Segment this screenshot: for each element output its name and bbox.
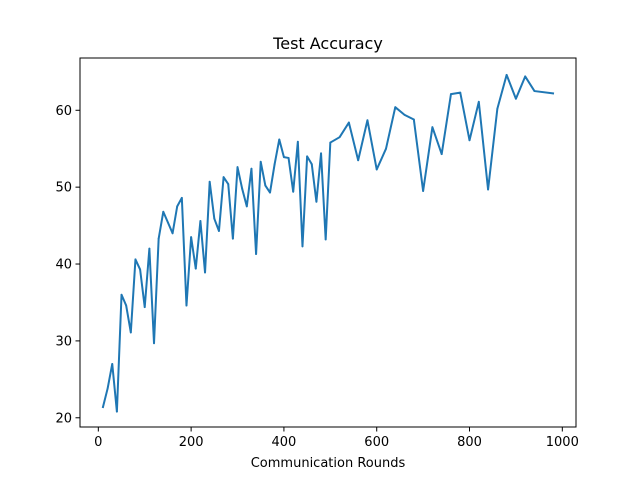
data-point bbox=[176, 205, 179, 208]
data-point bbox=[496, 107, 499, 110]
chart-title: Test Accuracy bbox=[272, 34, 383, 53]
data-point bbox=[524, 75, 527, 78]
x-tick-label: 1000 bbox=[546, 435, 579, 450]
data-point bbox=[213, 217, 216, 220]
data-point bbox=[185, 304, 188, 307]
data-point bbox=[102, 406, 104, 408]
data-point bbox=[505, 74, 508, 76]
data-point bbox=[106, 387, 109, 390]
y-tick-label: 60 bbox=[55, 104, 72, 119]
data-point bbox=[208, 180, 211, 183]
data-point bbox=[315, 200, 318, 203]
data-point bbox=[222, 176, 225, 179]
data-point bbox=[218, 230, 220, 232]
data-point bbox=[440, 153, 443, 155]
data-point bbox=[310, 163, 313, 165]
y-tick-label: 50 bbox=[55, 181, 72, 196]
data-point bbox=[171, 232, 174, 235]
data-point bbox=[273, 163, 276, 165]
y-tick-label: 30 bbox=[55, 334, 72, 349]
data-point bbox=[292, 190, 295, 193]
data-point bbox=[269, 191, 271, 194]
data-point bbox=[190, 236, 193, 239]
y-tick-label: 40 bbox=[55, 258, 72, 273]
data-point bbox=[296, 140, 299, 143]
data-point bbox=[180, 197, 183, 199]
data-point bbox=[431, 126, 434, 129]
data-point bbox=[264, 184, 267, 187]
series-layer bbox=[101, 73, 555, 413]
data-point bbox=[306, 155, 309, 158]
data-point bbox=[250, 167, 253, 170]
data-point bbox=[301, 245, 304, 248]
x-tick-label: 200 bbox=[179, 435, 204, 450]
data-point bbox=[347, 121, 350, 124]
data-point bbox=[278, 138, 281, 141]
data-point bbox=[515, 97, 517, 100]
data-point bbox=[157, 237, 160, 240]
x-axis-label: Communication Rounds bbox=[251, 456, 406, 471]
data-point bbox=[468, 139, 471, 142]
data-point bbox=[125, 304, 128, 307]
data-point bbox=[375, 168, 378, 171]
data-point bbox=[329, 141, 332, 144]
data-point bbox=[255, 253, 257, 255]
data-point bbox=[194, 267, 197, 270]
data-point bbox=[533, 90, 536, 92]
data-point bbox=[129, 331, 132, 334]
data-point bbox=[366, 119, 369, 122]
data-point bbox=[134, 258, 137, 261]
data-point bbox=[143, 306, 146, 308]
x-tick-label: 0 bbox=[94, 435, 102, 450]
data-point bbox=[115, 410, 118, 413]
y-tick-label: 20 bbox=[55, 411, 72, 426]
data-point bbox=[450, 93, 452, 96]
data-point bbox=[162, 210, 165, 213]
data-point bbox=[422, 190, 425, 192]
data-point bbox=[385, 147, 387, 150]
data-point bbox=[487, 188, 489, 191]
plot-frame bbox=[79, 57, 577, 428]
data-point bbox=[111, 363, 114, 365]
x-tick-label: 800 bbox=[457, 435, 482, 450]
data-point bbox=[199, 220, 202, 222]
data-point bbox=[204, 271, 206, 274]
data-point bbox=[231, 237, 234, 240]
data-point bbox=[139, 268, 141, 271]
x-tick-label: 600 bbox=[364, 435, 389, 450]
data-point bbox=[338, 136, 341, 139]
data-point bbox=[148, 247, 151, 250]
data-point bbox=[477, 100, 480, 103]
data-point bbox=[283, 156, 285, 159]
y-axis-ticks: 20 30 40 50 60 bbox=[55, 104, 80, 426]
data-point bbox=[259, 160, 262, 163]
data-point bbox=[412, 118, 415, 121]
data-point bbox=[227, 183, 230, 185]
x-tick-label: 400 bbox=[272, 435, 297, 450]
data-point bbox=[120, 293, 123, 296]
data-point bbox=[236, 166, 239, 169]
data-point bbox=[245, 205, 248, 208]
data-point bbox=[459, 91, 462, 94]
data-point bbox=[552, 92, 554, 95]
data-point bbox=[153, 342, 155, 345]
data-point bbox=[357, 159, 360, 162]
data-point bbox=[241, 187, 244, 190]
data-point bbox=[167, 221, 169, 224]
data-point bbox=[394, 106, 397, 109]
data-point bbox=[403, 113, 406, 116]
data-point bbox=[287, 157, 290, 159]
data-point bbox=[320, 152, 322, 155]
data-point bbox=[324, 238, 327, 241]
x-axis-ticks: 0 200 400 600 800 1000 bbox=[94, 427, 579, 450]
